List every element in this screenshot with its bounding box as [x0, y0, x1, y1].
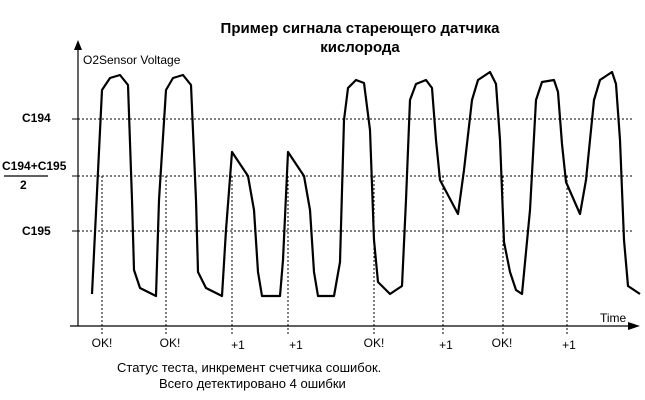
o2-signal-line — [90, 70, 641, 298]
c194-label: C194 — [22, 111, 51, 125]
chart-title-line-2: кислорода — [320, 39, 400, 56]
marker-label-8: +1 — [562, 338, 576, 352]
x-axis-label: Time — [600, 311, 627, 325]
x-axis-arrow-icon — [628, 322, 640, 330]
marker-label-4: +1 — [289, 338, 303, 352]
y-axis-arrow-icon — [74, 40, 82, 50]
marker-label-1: OK! — [91, 336, 113, 350]
marker-label-6: +1 — [439, 338, 453, 352]
c195-label: C195 — [22, 224, 51, 238]
mid-level-denominator-label: 2 — [20, 178, 27, 192]
chart-title-line-1: Пример сигнала стареющего датчика — [220, 20, 500, 37]
y-axis-label: O2Sensor Voltage — [83, 53, 181, 67]
marker-label-3: +1 — [231, 338, 245, 352]
marker-label-5: OK! — [363, 336, 385, 350]
caption-line-2: Всего детектировано 4 ошибки — [159, 376, 346, 391]
caption-line-1: Статус теста, инкремент счетчика сошибок… — [117, 360, 382, 375]
marker-label-2: OK! — [159, 336, 181, 350]
marker-label-7: OK! — [491, 336, 513, 350]
mid-level-numerator-label: C194+C195 — [2, 159, 67, 173]
